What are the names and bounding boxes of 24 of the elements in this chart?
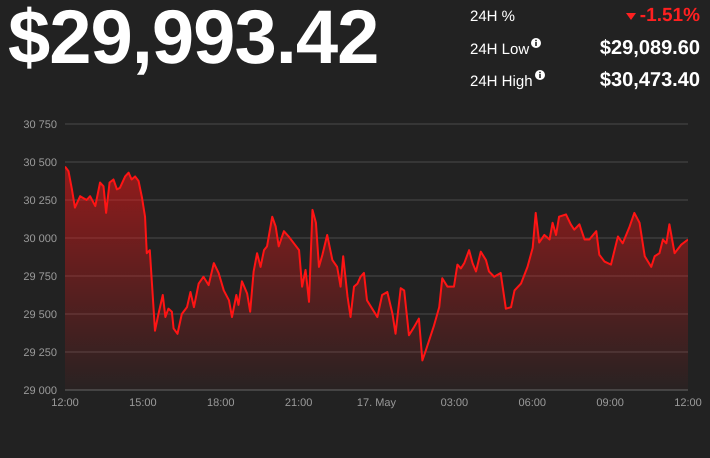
y-tick-label: 30 500 [23, 156, 57, 169]
y-tick-label: 30 750 [23, 118, 57, 131]
y-tick-label: 30 000 [23, 232, 57, 245]
text: $30,473.40 [600, 68, 700, 92]
x-tick-label: 03:00 [440, 396, 468, 409]
text: $29,089.60 [600, 36, 700, 60]
text: 24H % [470, 8, 516, 24]
text: 24H Low [470, 40, 530, 58]
text: 24H High [470, 72, 534, 90]
y-tick-label: 29 000 [23, 384, 57, 397]
y-tick-label: 29 500 [23, 308, 57, 321]
x-tick-label: 12:00 [674, 396, 702, 409]
x-tick-label: 12:00 [51, 396, 79, 409]
x-tick-label: 06:00 [518, 396, 546, 409]
x-tick-label: 18:00 [206, 396, 235, 409]
y-tick-label: 30 250 [23, 194, 57, 207]
x-tick-label: 15:00 [129, 396, 157, 409]
x-tick-label: 21:00 [284, 396, 312, 409]
x-tick-label: 17. May [356, 396, 397, 409]
y-tick-label: 29 250 [23, 346, 57, 359]
x-tick-label: 09:00 [596, 396, 624, 409]
text: -1.51% [638, 5, 700, 27]
y-tick-label: 29 750 [23, 270, 57, 283]
chart-title: $29,993.42 [8, 0, 378, 81]
